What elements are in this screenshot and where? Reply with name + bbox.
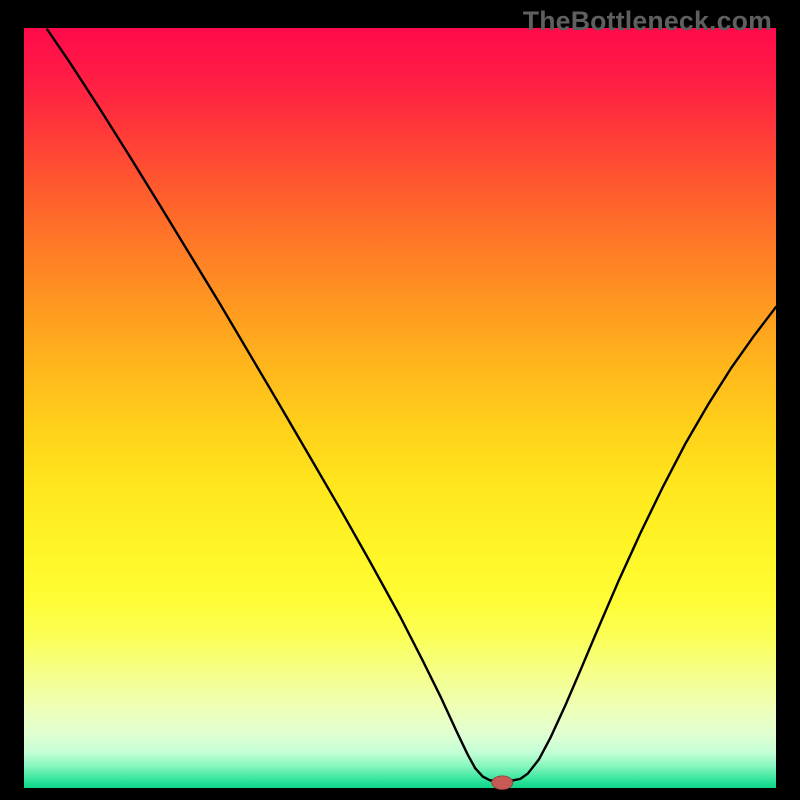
optimal-point-marker [492,776,513,790]
bottleneck-chart [0,0,800,800]
watermark-text: TheBottleneck.com [523,6,772,37]
chart-background [24,28,776,788]
